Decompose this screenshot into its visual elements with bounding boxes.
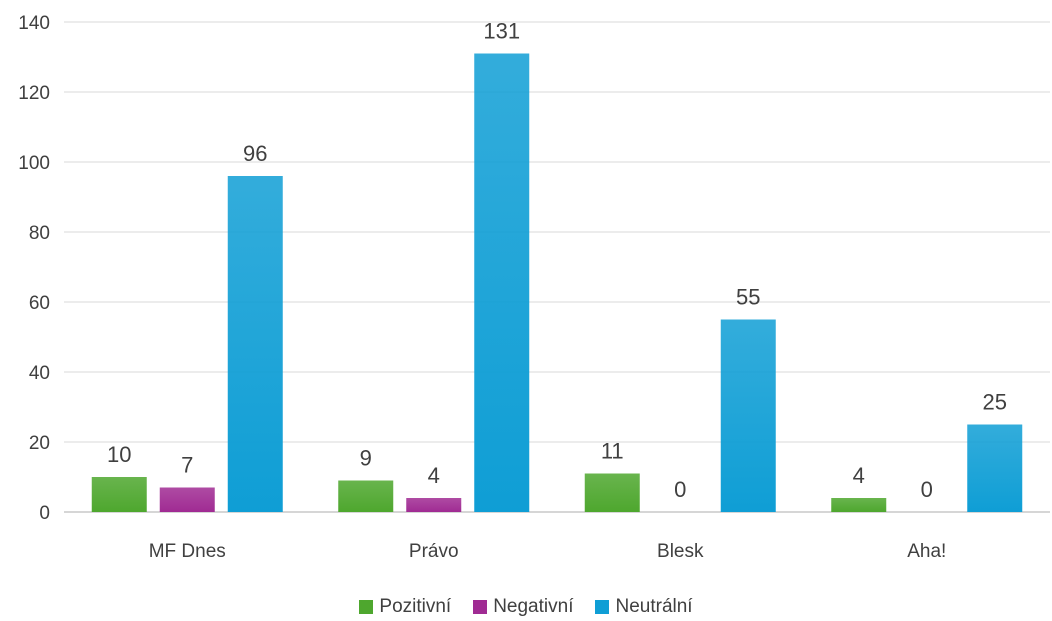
- data-label: 4: [853, 463, 865, 488]
- data-label: 96: [243, 141, 267, 166]
- y-tick-label: 100: [18, 153, 50, 174]
- y-tick-label: 20: [29, 433, 50, 454]
- bar-neutral-3: [967, 424, 1023, 512]
- legend-swatch-negative: [473, 600, 488, 614]
- data-label: 25: [983, 390, 1007, 415]
- x-category-label: MF Dnes: [149, 541, 226, 562]
- data-label: 131: [483, 19, 520, 44]
- y-axis-ticks: 0 20 40 60 80 100 120 140: [18, 13, 50, 524]
- x-category-label: Blesk: [657, 541, 704, 562]
- bar-positive-1: [338, 480, 394, 512]
- bar-neutral-0: [227, 176, 283, 512]
- bars: [91, 53, 1023, 512]
- data-label: 0: [674, 477, 686, 502]
- data-label: 55: [736, 285, 760, 310]
- x-category-label: Aha!: [907, 541, 946, 562]
- legend: Pozitivní Negativní Neutrální: [0, 596, 1052, 618]
- data-label: 11: [601, 439, 624, 464]
- bar-neutral-2: [720, 319, 776, 512]
- bar-positive-3: [831, 498, 887, 512]
- legend-label-negative: Negativní: [493, 596, 574, 617]
- x-category-label: Právo: [409, 541, 459, 562]
- data-label: 9: [360, 446, 372, 471]
- legend-label-neutral: Neutrální: [615, 596, 693, 617]
- data-label: 4: [428, 463, 440, 488]
- legend-item-neutral: Neutrální: [595, 596, 693, 618]
- x-axis-categories: MF Dnes Právo Blesk Aha!: [149, 541, 947, 562]
- y-tick-label: 140: [18, 13, 50, 34]
- gridlines: [64, 21, 1050, 513]
- bar-neutral-1: [474, 53, 530, 512]
- bar-negative-1: [406, 498, 462, 512]
- legend-item-positive: Pozitivní: [359, 596, 451, 618]
- bar-positive-0: [91, 477, 147, 512]
- legend-swatch-positive: [359, 600, 374, 614]
- bar-positive-2: [584, 473, 640, 512]
- legend-swatch-neutral: [595, 600, 610, 614]
- y-tick-label: 0: [39, 503, 50, 524]
- y-tick-label: 60: [29, 293, 50, 314]
- y-tick-label: 80: [29, 223, 50, 244]
- y-tick-label: 120: [18, 83, 50, 104]
- legend-item-negative: Negativní: [473, 596, 573, 618]
- data-label: 10: [107, 442, 131, 467]
- data-label: 7: [181, 453, 193, 478]
- bar-negative-0: [159, 487, 215, 512]
- legend-label-positive: Pozitivní: [379, 596, 452, 617]
- data-label: 0: [921, 477, 933, 502]
- y-tick-label: 40: [29, 363, 50, 384]
